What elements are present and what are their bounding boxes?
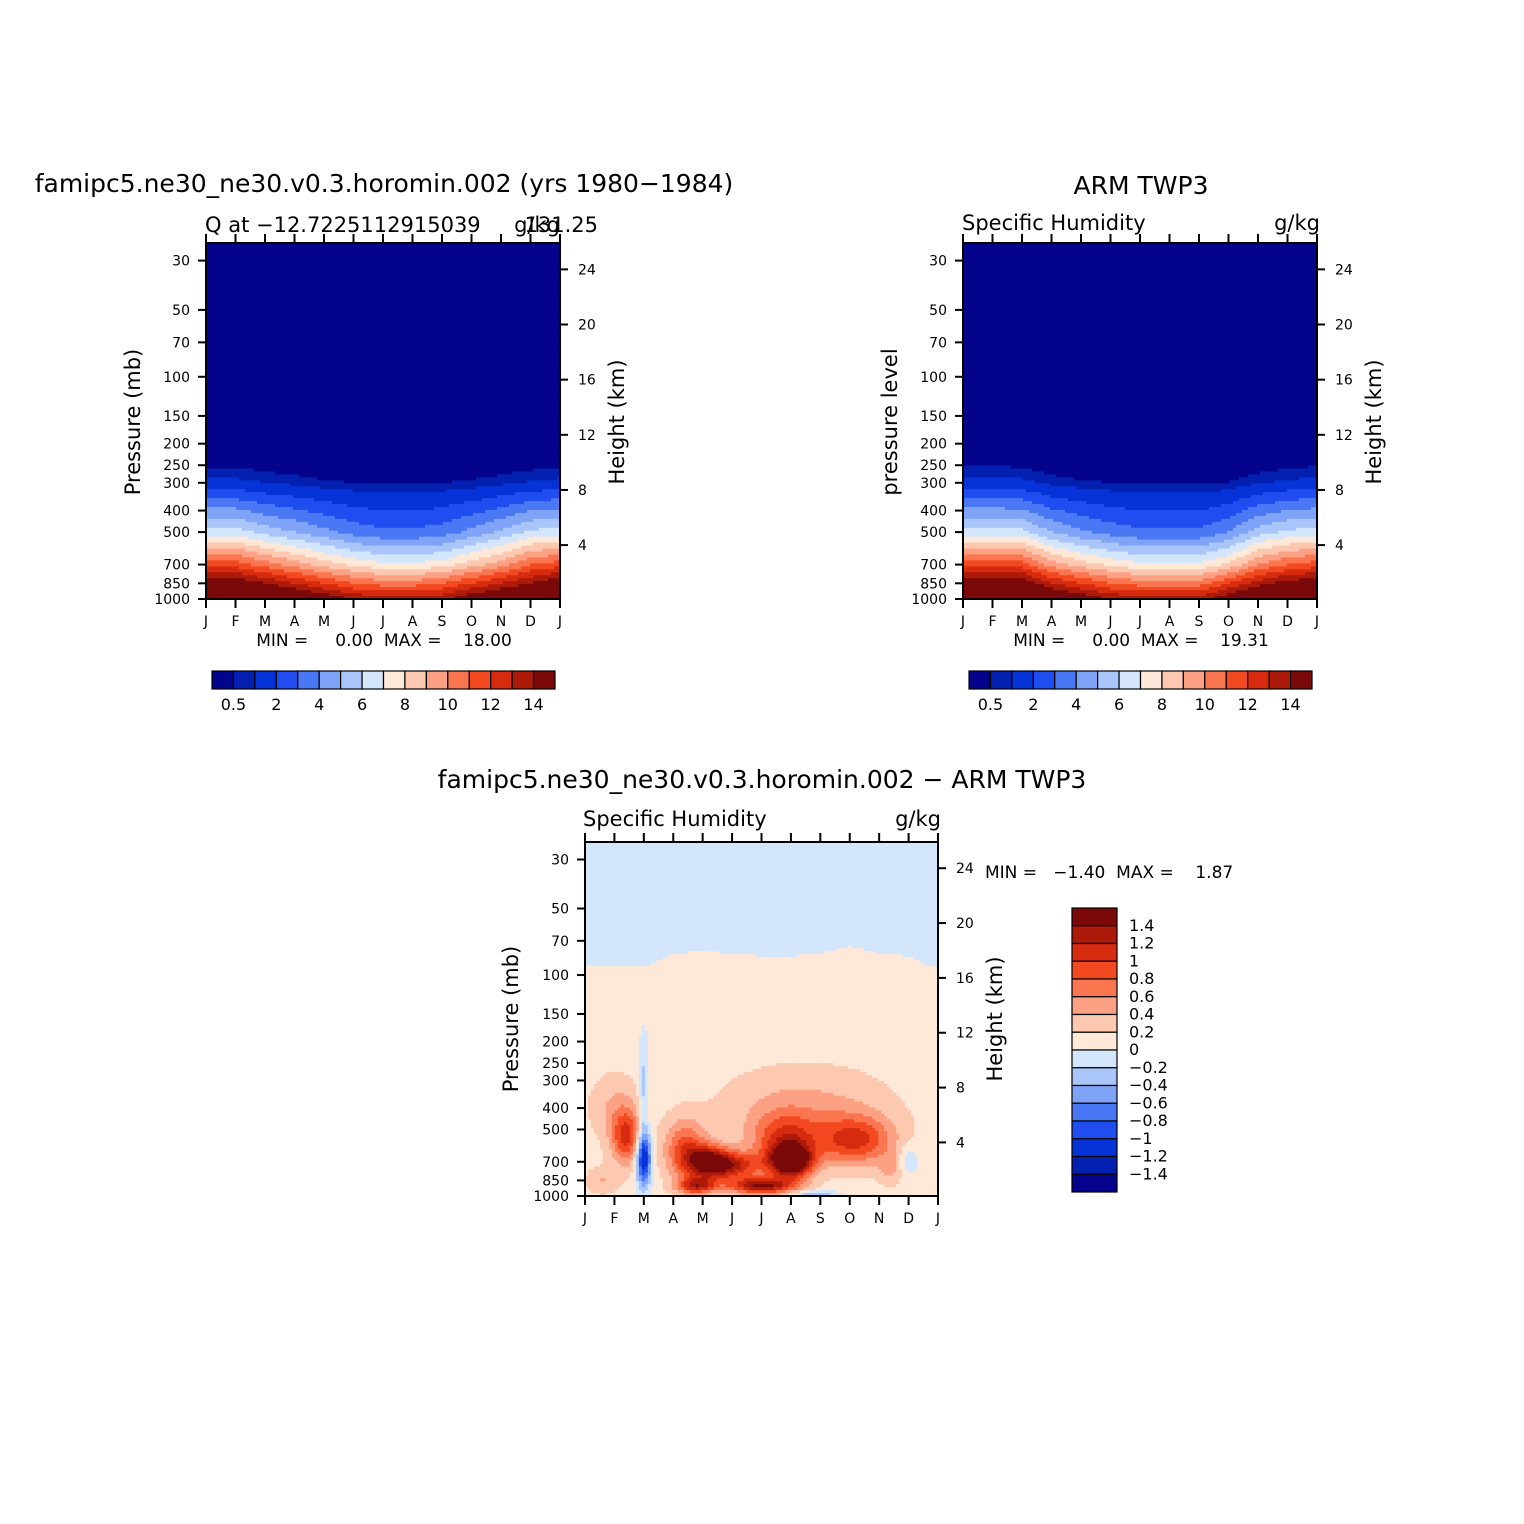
panel-model-ylabel-right: Height (km) — [605, 359, 629, 484]
panel-diff-right-string: g/kg — [895, 807, 941, 831]
panel-model-left-string: Q at −12.7225112915039 — [205, 213, 481, 237]
panel-diff-ylabel-right: Height (km) — [983, 956, 1007, 1081]
panel-obs-left-string: Specific Humidity — [962, 211, 1146, 235]
panel-obs-ylabel-left: pressure level — [878, 348, 902, 495]
panel-model-right-string-overlap: 131.25 — [525, 213, 598, 237]
panel-diff-ylabel-left: Pressure (mb) — [499, 946, 523, 1093]
panel-obs-ylabel-right: Height (km) — [1362, 359, 1386, 484]
panel-model-stats: MIN = 0.00 MAX = 18.00 — [256, 631, 512, 651]
plot-model: J F M A M J J A S O N D J305070100150200250300400500… — [154, 234, 596, 630]
panel-obs-stats: MIN = 0.00 MAX = 19.31 — [1013, 631, 1269, 651]
panel-diff-title: famipc5.ne30_ne30.v0.3.horomin.002 − ARM… — [438, 765, 1087, 794]
heatmap-cells-model — [206, 243, 561, 600]
panel-diff-left-string: Specific Humidity — [583, 807, 767, 831]
panel-obs-title: ARM TWP3 — [1074, 171, 1209, 200]
panel-model-ylabel-left: Pressure (mb) — [121, 349, 145, 496]
panel-model-title: famipc5.ne30_ne30.v0.3.horomin.002 (yrs … — [35, 169, 734, 198]
panel-diff-stats: MIN = −1.40 MAX = 1.87 — [985, 863, 1233, 883]
panel-obs-right-string: g/kg — [1274, 211, 1320, 235]
